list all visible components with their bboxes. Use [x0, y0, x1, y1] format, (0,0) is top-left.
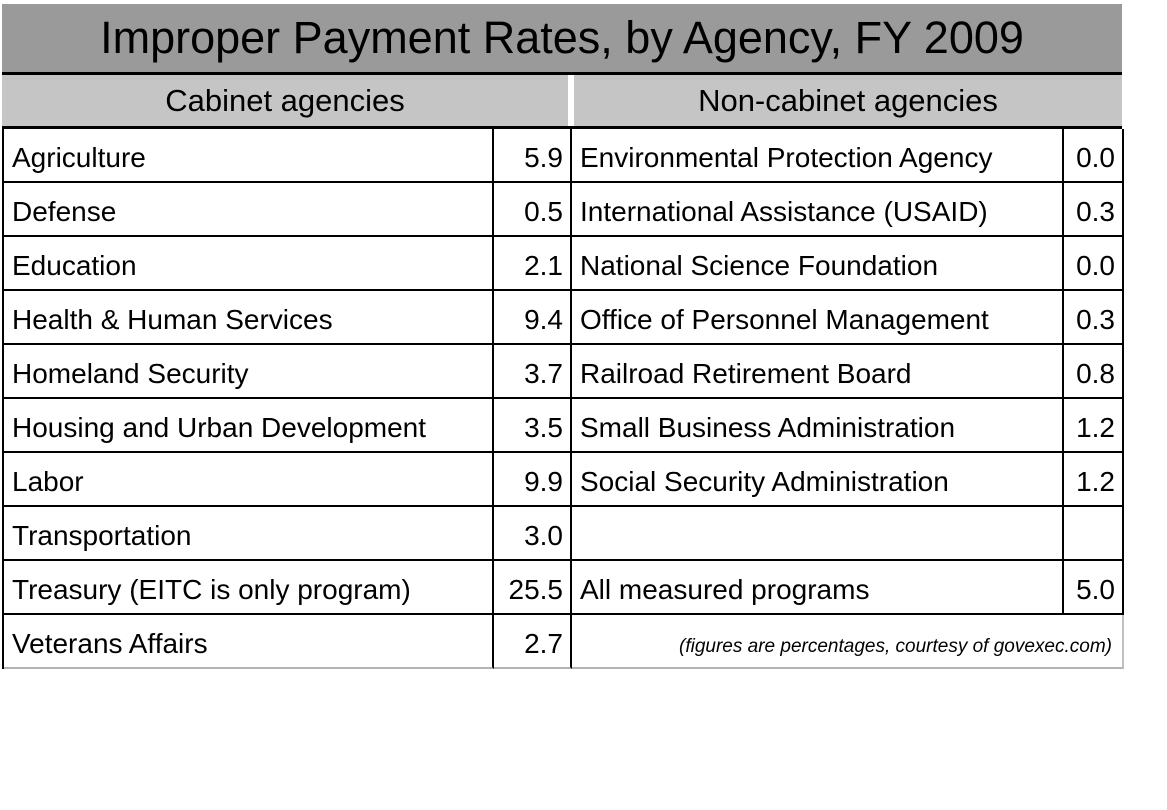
agency-name-cell: Defense	[4, 183, 494, 237]
rate-value-cell: 2.1	[494, 237, 572, 291]
agency-name-cell: Office of Personnel Management	[572, 291, 1064, 345]
rate-value-cell: 3.7	[494, 345, 572, 399]
header-non-cabinet-label: Non-cabinet agencies	[698, 82, 998, 118]
agency-name-cell: Railroad Retirement Board	[572, 345, 1064, 399]
rate-value-cell: 3.0	[494, 507, 572, 561]
rate-value-cell: 0.5	[494, 183, 572, 237]
agency-name-cell: National Science Foundation	[572, 237, 1064, 291]
agency-name-cell: Housing and Urban Development	[4, 399, 494, 453]
agency-name-cell: Labor	[4, 453, 494, 507]
table-title-bar: Improper Payment Rates, by Agency, FY 20…	[2, 4, 1122, 75]
rate-value-cell: 0.0	[1064, 237, 1124, 291]
rate-value-cell: 5.9	[494, 129, 572, 183]
rate-value-cell: 3.5	[494, 399, 572, 453]
agency-name-cell: Agriculture	[4, 129, 494, 183]
header-divider	[568, 75, 574, 126]
page-title: Improper Payment Rates, by Agency, FY 20…	[100, 12, 1024, 63]
agency-name-cell: Environmental Protection Agency	[572, 129, 1064, 183]
rate-value-cell: 9.4	[494, 291, 572, 345]
rate-value-cell: 1.2	[1064, 399, 1124, 453]
agency-name-cell: Education	[4, 237, 494, 291]
agency-name-cell: Treasury (EITC is only program)	[4, 561, 494, 615]
footnote-text: (figures are percentages, courtesy of go…	[572, 615, 1124, 669]
header-cabinet-agencies: Cabinet agencies	[2, 75, 568, 126]
empty-cell	[1064, 507, 1124, 561]
agency-name-cell: Homeland Security	[4, 345, 494, 399]
rate-value-cell: 0.3	[1064, 291, 1124, 345]
header-cabinet-label: Cabinet agencies	[165, 82, 405, 118]
rate-value-cell: 0.8	[1064, 345, 1124, 399]
agency-rates-grid: Agriculture 5.9 Environmental Protection…	[2, 129, 1124, 669]
rate-value-cell: 0.3	[1064, 183, 1124, 237]
rate-value-cell: 9.9	[494, 453, 572, 507]
rate-value-cell: 2.7	[494, 615, 572, 669]
agency-name-cell: Social Security Administration	[572, 453, 1064, 507]
empty-cell	[572, 507, 1064, 561]
section-header-row: Cabinet agencies Non-cabinet agencies	[2, 75, 1122, 129]
agency-name-cell: Small Business Administration	[572, 399, 1064, 453]
improper-payments-table: Improper Payment Rates, by Agency, FY 20…	[2, 4, 1124, 669]
rate-value-cell: 5.0	[1064, 561, 1124, 615]
agency-name-cell: Health & Human Services	[4, 291, 494, 345]
agency-name-cell: Transportation	[4, 507, 494, 561]
rate-value-cell: 1.2	[1064, 453, 1124, 507]
agency-name-cell: Veterans Affairs	[4, 615, 494, 669]
rate-value-cell: 0.0	[1064, 129, 1124, 183]
agency-name-cell: All measured programs	[572, 561, 1064, 615]
header-non-cabinet-agencies: Non-cabinet agencies	[574, 75, 1122, 126]
agency-name-cell: International Assistance (USAID)	[572, 183, 1064, 237]
rate-value-cell: 25.5	[494, 561, 572, 615]
